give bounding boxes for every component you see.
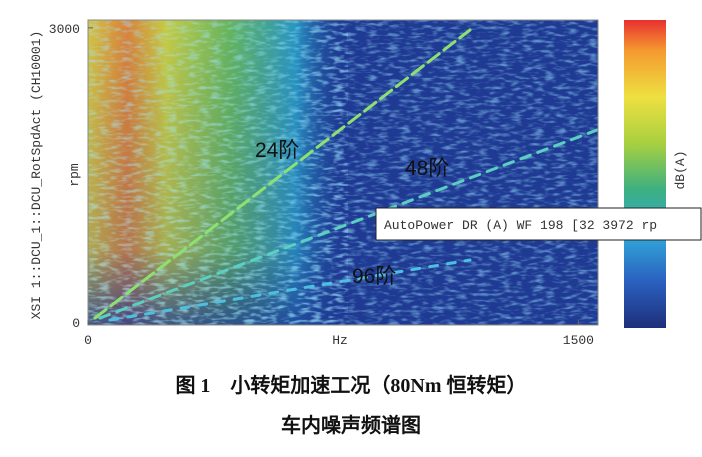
order-48 <box>98 128 599 320</box>
y-tick-label: 0 <box>72 316 80 331</box>
colorbar <box>624 20 666 328</box>
order-96 <box>108 258 472 322</box>
y-axis-label: XSI 1::DCU_1::DCU_RotSpdAct (CH10001) <box>29 31 44 320</box>
annotation: 96阶 <box>352 265 396 288</box>
annotation: 48阶 <box>405 157 449 180</box>
caption: 图 1 小转矩加速工况（80Nm 恒转矩） <box>175 373 526 397</box>
colorbar-label: dB(A) <box>673 150 688 189</box>
y-tick-label: 3000 <box>49 22 80 37</box>
plot-frame <box>87 19 599 326</box>
x-tick-label: 1500 <box>563 333 594 348</box>
tooltip-box <box>375 207 702 241</box>
order-lines <box>93 28 599 322</box>
y-axis-unit: rpm <box>67 163 82 187</box>
x-axis-unit: Hz <box>332 333 348 348</box>
caption: 车内噪声频谱图 <box>281 413 421 437</box>
order-24 <box>93 28 472 320</box>
tooltip: AutoPower DR (A) WF 198 [32 3972 rp <box>384 218 657 233</box>
annotation: 24阶 <box>255 139 299 162</box>
x-tick-label: 0 <box>84 333 92 348</box>
noise <box>88 20 348 325</box>
